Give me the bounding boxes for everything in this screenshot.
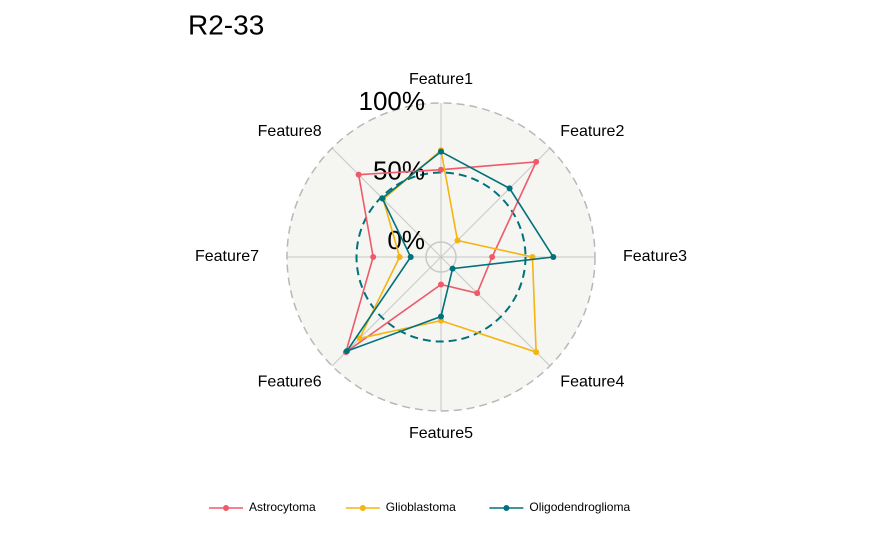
axis-label: Feature5 xyxy=(409,425,473,442)
axis-label: Feature7 xyxy=(195,248,259,265)
axis-line xyxy=(331,147,442,258)
axis-label: Feature4 xyxy=(560,373,624,390)
data-point xyxy=(474,290,481,297)
legend-marker xyxy=(503,505,510,511)
data-point xyxy=(489,254,496,260)
axis-label: Feature2 xyxy=(560,123,624,140)
legend-marker xyxy=(223,505,229,511)
axis-line xyxy=(331,256,442,367)
grid-label: 0% xyxy=(387,225,425,255)
grid-circle xyxy=(286,102,596,412)
data-point xyxy=(533,158,540,165)
chart-title: R2-33 xyxy=(188,9,264,40)
legend-label: Glioblastoma xyxy=(386,500,456,514)
axis-label: Feature8 xyxy=(258,123,322,140)
legend-label: Astrocytoma xyxy=(249,500,316,514)
data-point xyxy=(449,265,456,272)
data-point xyxy=(370,254,377,260)
data-point xyxy=(506,185,513,192)
data-point xyxy=(438,166,444,173)
data-point xyxy=(550,254,557,260)
axis-line xyxy=(440,256,551,367)
data-point xyxy=(396,254,403,260)
grid-circle xyxy=(425,241,457,273)
axis-label: Feature1 xyxy=(409,71,473,88)
data-point xyxy=(533,349,540,356)
data-point xyxy=(356,335,363,342)
legend-marker xyxy=(359,505,366,511)
axis-label: Feature3 xyxy=(623,248,687,265)
data-point xyxy=(355,171,362,178)
grid-label: 100% xyxy=(359,86,426,116)
data-point xyxy=(438,281,444,288)
data-point xyxy=(438,317,444,324)
data-point xyxy=(454,237,461,244)
data-point xyxy=(438,313,444,320)
data-point xyxy=(407,254,414,260)
axis-label: Feature6 xyxy=(258,373,322,390)
data-point xyxy=(438,148,444,155)
legend-label: Oligodendroglioma xyxy=(529,500,630,514)
data-point xyxy=(379,195,386,202)
data-point xyxy=(343,348,350,355)
